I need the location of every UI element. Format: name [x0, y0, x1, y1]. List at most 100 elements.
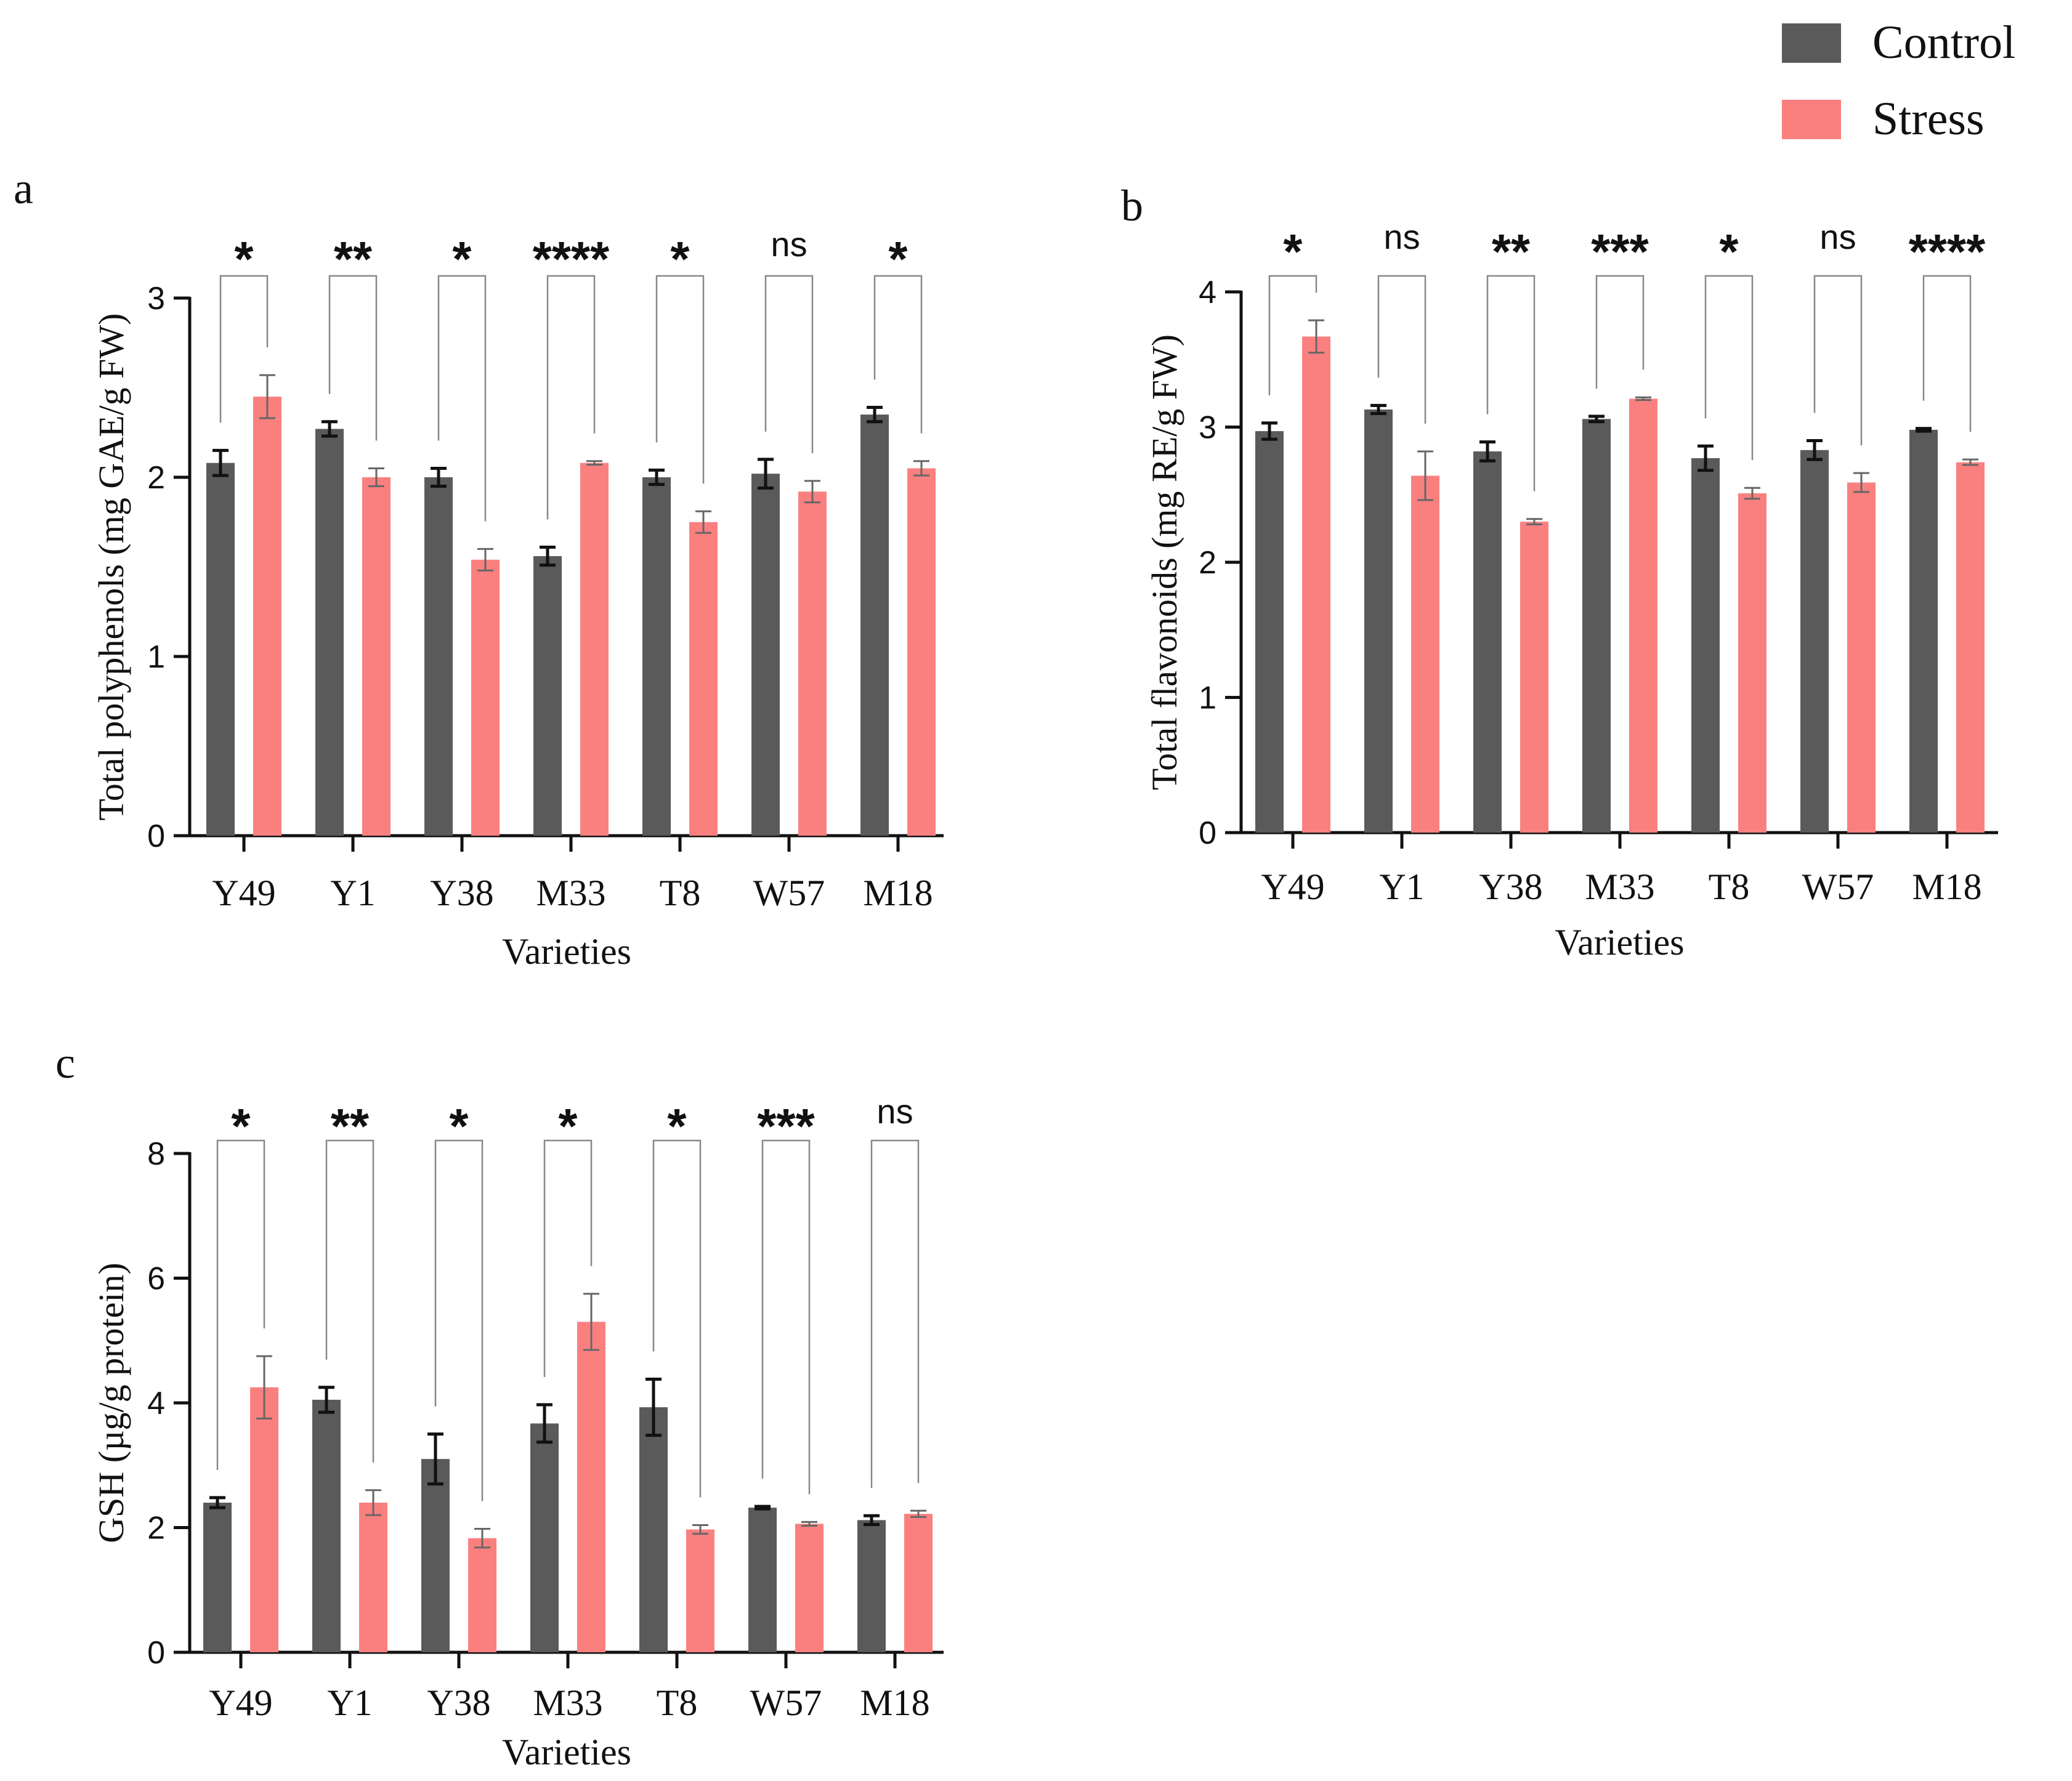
significance-label: * — [1719, 224, 1739, 279]
x-tick-label: W57 — [1802, 866, 1874, 907]
significance-bracket — [219, 275, 269, 423]
significance-bracket — [1922, 275, 1972, 432]
x-axis-title: Varieties — [1555, 922, 1685, 963]
x-tick-label: Y1 — [1379, 866, 1424, 907]
significance-bracket — [216, 1139, 265, 1470]
bar-stress — [580, 462, 609, 836]
x-axis-title: Varieties — [502, 1732, 631, 1772]
significance-bracket — [543, 1139, 593, 1378]
bar-control — [424, 477, 453, 836]
significance-label: ns — [1383, 217, 1420, 256]
x-tick-label: M18 — [860, 1682, 929, 1723]
bar-control — [748, 1508, 777, 1652]
bar-stress — [686, 1529, 714, 1652]
significance-bracket — [1595, 275, 1645, 389]
x-tick-label: Y38 — [427, 1682, 490, 1723]
significance-bracket — [328, 275, 378, 441]
bar-stress — [798, 491, 827, 836]
significance-label: ** — [1492, 224, 1531, 279]
bar-control — [1255, 431, 1284, 833]
legend-label-control: Control — [1872, 17, 2015, 68]
x-tick-label: M33 — [1585, 866, 1654, 907]
bar-control — [1364, 409, 1393, 833]
bar-stress — [577, 1322, 605, 1652]
significance-label: * — [234, 232, 254, 286]
y-tick-label: 4 — [147, 1386, 165, 1421]
significance-bracket — [1486, 275, 1536, 491]
x-tick-label: W57 — [750, 1682, 822, 1723]
significance-bracket — [437, 275, 487, 522]
significance-bracket — [546, 275, 596, 520]
significance-label: ns — [771, 225, 807, 264]
x-axis-title: Varieties — [502, 931, 631, 972]
y-tick-label: 2 — [1199, 545, 1216, 581]
significance-bracket — [1377, 275, 1427, 424]
bar-stress — [1847, 482, 1876, 833]
x-tick-label: W57 — [753, 873, 825, 913]
y-tick-label: 6 — [147, 1261, 165, 1297]
bar-control — [421, 1459, 450, 1652]
significance-label: ** — [334, 232, 373, 286]
y-axis-title: Total polyphenols (mg GAE/g FW) — [91, 313, 131, 821]
x-tick-label: Y1 — [330, 873, 375, 913]
bar-stress — [1629, 398, 1657, 833]
bar-stress — [359, 1503, 387, 1652]
significance-label: **** — [533, 232, 610, 286]
bar-stress — [471, 559, 500, 836]
y-axis-title: GSH (µg/g protein) — [91, 1262, 131, 1543]
bar-control — [533, 556, 562, 836]
panel-b: b 0 1 2 3 4 Total flavonoids (mg RE/g FW) Varie… — [1121, 181, 1998, 963]
panel-letter: a — [14, 164, 33, 213]
x-tick-label: M33 — [536, 873, 605, 913]
bar-control — [1691, 458, 1720, 833]
x-tick-label: Y49 — [209, 1682, 272, 1723]
significance-bracket — [652, 1139, 702, 1498]
bar-stress — [362, 477, 391, 836]
x-tick-label: T8 — [657, 1682, 698, 1723]
significance-bracket — [1268, 275, 1317, 395]
significance-label: * — [670, 232, 690, 286]
bar-stress — [1956, 462, 1985, 833]
x-tick-label: T8 — [660, 873, 701, 913]
significance-label: ns — [876, 1092, 913, 1131]
legend: Control Stress — [1782, 17, 2015, 145]
significance-label: *** — [757, 1099, 815, 1153]
x-tick-label: M18 — [1912, 866, 1981, 907]
bar-control — [1909, 429, 1938, 833]
bar-stress — [795, 1524, 824, 1652]
x-tick-label: M18 — [863, 873, 933, 913]
x-tick-label: M33 — [533, 1682, 602, 1723]
bar-control — [312, 1399, 341, 1652]
bar-stress — [689, 522, 718, 836]
bar-control — [1582, 419, 1611, 833]
bar-stress — [904, 1514, 933, 1652]
y-tick-label: 1 — [147, 639, 165, 675]
x-tick-label: Y49 — [212, 873, 275, 913]
legend-swatch-stress — [1782, 100, 1841, 139]
panel-letter: b — [1121, 181, 1143, 230]
bar-control — [857, 1520, 886, 1652]
significance-bracket — [325, 1139, 374, 1463]
significance-bracket — [870, 1139, 920, 1488]
significance-label: * — [888, 232, 908, 286]
y-tick-label: 1 — [1199, 680, 1216, 716]
significance-bracket — [761, 1139, 811, 1495]
bar-stress — [1411, 475, 1439, 833]
bar-stress — [468, 1538, 496, 1652]
significance-label: * — [452, 232, 472, 286]
bar-stress — [253, 397, 281, 836]
x-tick-label: Y1 — [327, 1682, 372, 1723]
bar-control — [860, 414, 889, 836]
y-tick-label: 3 — [147, 281, 165, 317]
bar-control — [206, 462, 235, 836]
significance-bracket — [1704, 275, 1754, 461]
y-tick-label: 2 — [147, 460, 165, 496]
bar-stress — [1302, 336, 1330, 833]
y-axis-title: Total flavonoids (mg RE/g FW) — [1144, 334, 1184, 790]
y-tick-label: 0 — [1199, 815, 1216, 851]
significance-label: **** — [1909, 224, 1986, 279]
y-tick-label: 8 — [147, 1136, 165, 1172]
significance-bracket — [655, 275, 705, 484]
bar-control — [751, 474, 780, 836]
